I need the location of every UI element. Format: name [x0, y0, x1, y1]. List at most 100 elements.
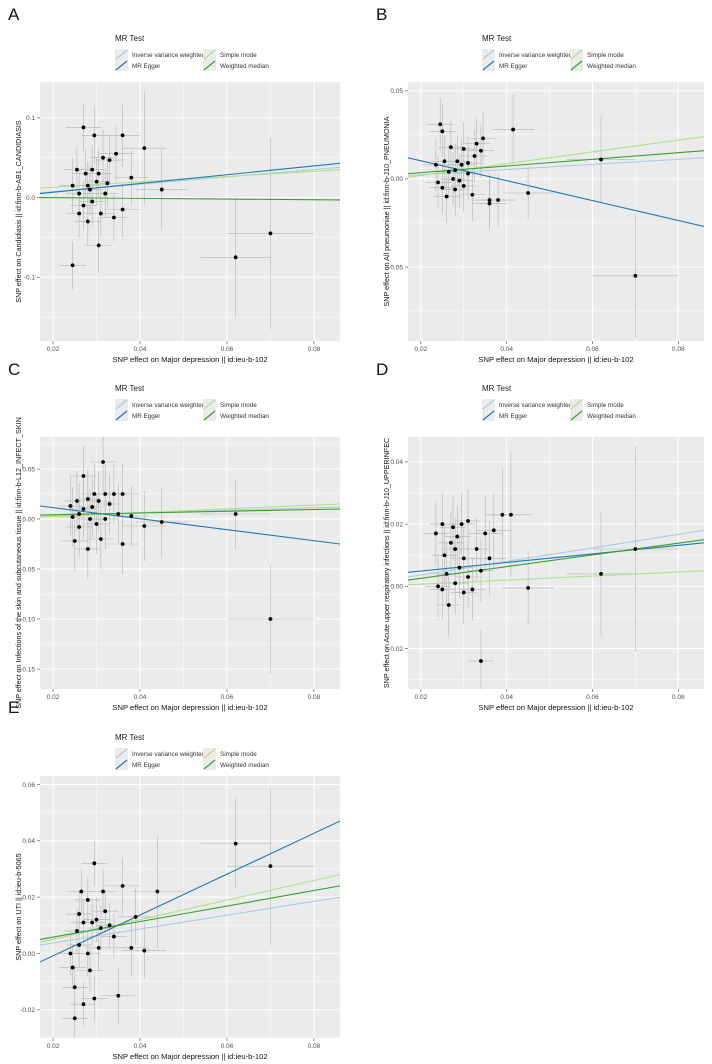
y-axis-title: SNP effect on All pneumoniae || id:finn-… — [382, 116, 391, 306]
legend-key-line — [570, 399, 583, 410]
x-axis-title: SNP effect on Major depression || id:ieu… — [478, 703, 633, 712]
x-tick-label: 0.04 — [134, 346, 147, 353]
data-point — [233, 255, 238, 260]
data-point — [142, 524, 147, 528]
regression-line-weighted-median — [40, 197, 340, 201]
legend-key-line — [570, 60, 583, 71]
y-tick-label: -0.02 — [20, 1007, 35, 1014]
data-point — [599, 157, 603, 162]
x-tick-label: 0.08 — [308, 694, 321, 701]
data-point — [77, 912, 82, 916]
legend: MR Test Inverse variance weighted Simple m… — [482, 34, 636, 71]
regression-line-inverse-variance-weighted — [408, 157, 704, 176]
x-axis-title: SNP effect on Major depression || id:ieu… — [112, 355, 267, 364]
y-axis-title: SNP effect on Infections of the skin and… — [14, 417, 23, 709]
data-point — [112, 492, 116, 496]
data-point — [451, 177, 455, 181]
data-point — [453, 547, 458, 551]
legend: MR Test Inverse variance weighted Simple m… — [115, 733, 269, 770]
legend-key — [570, 49, 583, 60]
data-point — [81, 1002, 86, 1007]
legend-label: MR Egger — [132, 63, 160, 70]
plot-area — [40, 776, 340, 1038]
x-tick-label: 0.04 — [134, 1043, 147, 1050]
data-point — [129, 175, 134, 180]
data-point — [436, 180, 440, 185]
data-point — [107, 502, 112, 506]
data-point — [112, 934, 116, 939]
legend-label: Inverse variance weighted — [132, 751, 206, 758]
legend-label: Weighted median — [587, 63, 636, 70]
data-point — [142, 948, 147, 953]
data-point — [511, 127, 516, 132]
plot-area — [408, 437, 704, 689]
data-point — [442, 159, 447, 164]
data-point — [105, 181, 110, 186]
data-point — [455, 534, 460, 539]
y-axis-title: SNP effect on UTI || id:ieu-b-5065 — [14, 853, 23, 960]
data-point — [461, 556, 466, 561]
y-tick-label: -0.05 — [388, 264, 403, 271]
data-point — [77, 191, 82, 196]
y-tick-label: 0.0 — [26, 195, 35, 202]
legend-key-line — [203, 748, 216, 759]
plot-background — [40, 776, 340, 1038]
data-point — [436, 584, 440, 589]
data-point — [90, 199, 95, 204]
panel-letter: B — [376, 5, 387, 24]
data-point — [268, 231, 273, 236]
data-point — [500, 512, 505, 517]
legend-key — [203, 399, 216, 410]
data-point — [94, 917, 99, 922]
data-point — [457, 565, 462, 570]
data-point — [90, 920, 95, 925]
legend-title: MR Test — [482, 34, 512, 43]
data-point — [470, 192, 475, 197]
legend-key — [115, 410, 128, 421]
data-point — [85, 547, 90, 551]
legend-key — [203, 759, 216, 770]
legend-label: MR Egger — [132, 413, 160, 420]
x-tick-label: 0.04 — [134, 694, 147, 701]
panel-e: E MR Test Inverse variance weighted Simple … — [8, 698, 340, 1061]
legend-label: Simple mode — [220, 402, 257, 409]
regression-line-weighted-median — [408, 150, 704, 175]
data-point — [599, 571, 603, 576]
data-point — [491, 528, 496, 533]
y-tick-label: 0.00 — [22, 951, 35, 958]
data-point — [446, 169, 451, 174]
data-point — [268, 864, 273, 869]
legend-key — [115, 60, 128, 71]
data-point — [526, 585, 531, 590]
data-point — [448, 145, 453, 150]
data-point — [453, 581, 458, 586]
legend-key-line — [203, 399, 216, 410]
data-point — [487, 556, 492, 561]
legend-label: Inverse variance weighted — [132, 52, 206, 59]
legend-key — [115, 399, 128, 410]
data-point — [72, 1016, 77, 1021]
data-point — [233, 841, 238, 846]
data-point — [633, 273, 638, 278]
y-tick-label: 0.00 — [22, 516, 35, 523]
data-point — [474, 547, 479, 551]
x-tick-label: 0.08 — [308, 346, 321, 353]
plot-background — [40, 82, 340, 341]
data-point — [101, 155, 105, 160]
data-point — [440, 129, 445, 134]
data-point — [487, 198, 492, 202]
x-tick-label: 0.02 — [415, 694, 428, 701]
data-point — [88, 517, 92, 521]
data-point — [81, 920, 86, 925]
data-point — [466, 161, 470, 165]
legend-key — [482, 410, 495, 421]
legend-label: MR Egger — [499, 63, 527, 70]
data-point — [70, 183, 75, 188]
y-axis-title: SNP effect on Acute upper respiratory in… — [382, 438, 391, 688]
x-tick-label: 0.08 — [308, 1043, 321, 1050]
data-point — [155, 889, 160, 894]
plot-area — [40, 82, 340, 341]
legend-label: Simple mode — [220, 52, 257, 59]
x-tick-label: 0.08 — [672, 346, 685, 353]
legend: MR Test Inverse variance weighted Simple m… — [115, 34, 269, 71]
